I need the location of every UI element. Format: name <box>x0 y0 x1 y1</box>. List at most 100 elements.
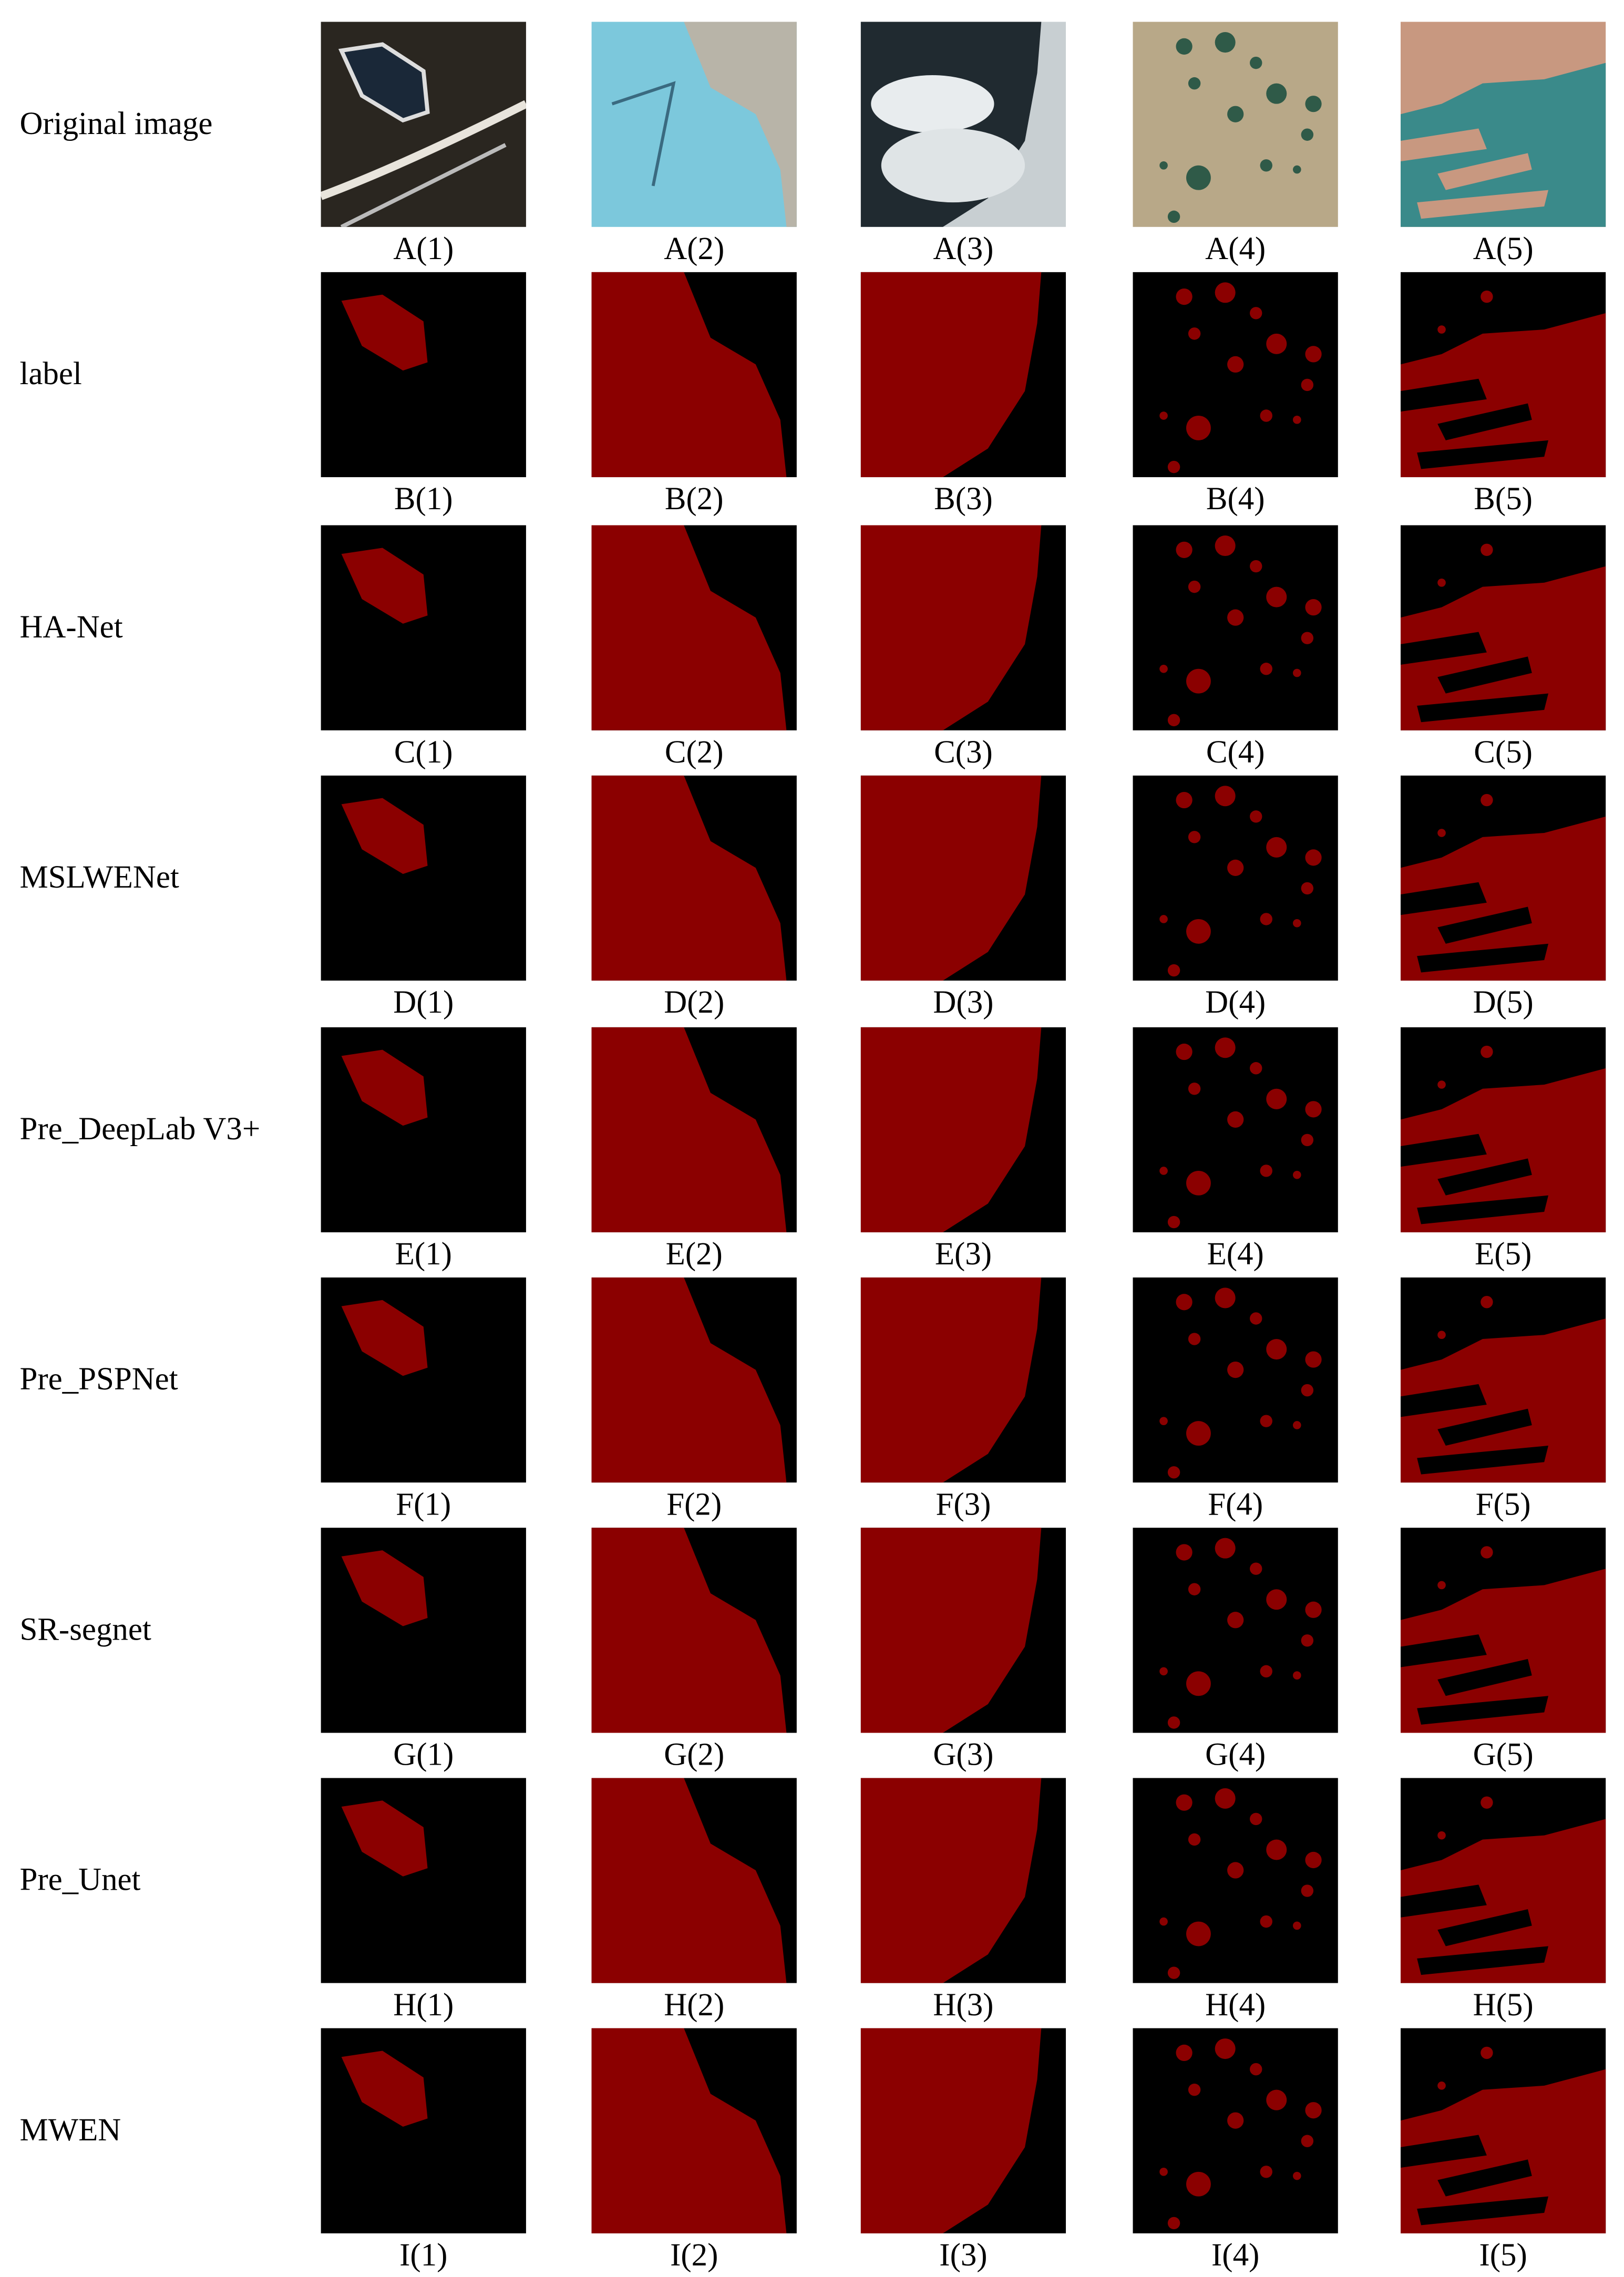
segmentation-mask <box>591 272 797 478</box>
image-caption: B(1) <box>394 481 453 517</box>
segmentation-mask <box>321 2028 526 2233</box>
image-caption: A(3) <box>933 231 993 266</box>
image-caption: F(5) <box>1476 1487 1531 1522</box>
segmentation-mask <box>860 1277 1066 1483</box>
segmentation-mask <box>321 1277 526 1483</box>
image-caption: G(1) <box>393 1737 454 1773</box>
segmentation-mask <box>591 1528 797 1733</box>
row-label: MWEN <box>19 2113 121 2148</box>
row-label: Pre_DeepLab V3+ <box>19 1111 260 1147</box>
segmentation-mask <box>321 272 526 478</box>
image-caption: B(5) <box>1474 481 1533 517</box>
segmentation-mask <box>1400 775 1606 981</box>
image-caption: I(2) <box>670 2238 718 2273</box>
segmentation-mask <box>1133 272 1338 478</box>
image-caption: I(4) <box>1211 2238 1259 2273</box>
image-caption: A(5) <box>1473 231 1534 266</box>
image-caption: F(3) <box>936 1487 991 1522</box>
image-caption: D(3) <box>933 985 993 1020</box>
image-caption: E(2) <box>666 1237 723 1272</box>
image-caption: A(1) <box>393 231 454 266</box>
original-image <box>1400 22 1606 227</box>
image-caption: G(2) <box>664 1737 724 1773</box>
image-caption: G(4) <box>1205 1737 1266 1773</box>
segmentation-mask <box>1133 1277 1338 1483</box>
segmentation-mask <box>321 1027 526 1233</box>
segmentation-mask <box>321 1528 526 1733</box>
segmentation-mask <box>860 2028 1066 2233</box>
segmentation-mask <box>1133 525 1338 730</box>
original-image <box>321 22 526 227</box>
image-caption: C(2) <box>665 735 724 770</box>
image-caption: E(4) <box>1207 1237 1264 1272</box>
image-caption: I(3) <box>939 2238 987 2273</box>
segmentation-mask <box>591 1778 797 1983</box>
image-caption: I(5) <box>1479 2238 1527 2273</box>
image-caption: A(4) <box>1205 231 1266 266</box>
image-caption: F(2) <box>666 1487 722 1522</box>
row-label: Original image <box>19 106 212 141</box>
segmentation-mask <box>591 2028 797 2233</box>
segmentation-mask <box>1400 525 1606 730</box>
segmentation-mask <box>1133 775 1338 981</box>
segmentation-mask <box>1133 1027 1338 1233</box>
image-caption: C(4) <box>1206 735 1265 770</box>
image-caption: D(5) <box>1473 985 1534 1020</box>
image-caption: D(1) <box>393 985 454 1020</box>
segmentation-mask <box>321 1778 526 1983</box>
image-caption: C(1) <box>394 735 453 770</box>
segmentation-mask <box>860 775 1066 981</box>
segmentation-mask <box>860 525 1066 730</box>
image-caption: G(5) <box>1473 1737 1534 1773</box>
segmentation-mask <box>1133 1778 1338 1983</box>
segmentation-mask <box>1400 2028 1606 2233</box>
segmentation-mask <box>591 775 797 981</box>
image-caption: D(4) <box>1205 985 1266 1020</box>
segmentation-mask <box>1133 2028 1338 2233</box>
image-caption: G(3) <box>933 1737 993 1773</box>
segmentation-mask <box>1400 272 1606 478</box>
segmentation-mask <box>1400 1528 1606 1733</box>
row-label: label <box>19 356 81 391</box>
original-image <box>592 22 797 227</box>
segmentation-mask <box>321 525 526 730</box>
segmentation-mask <box>1133 1528 1338 1733</box>
image-caption: E(5) <box>1475 1237 1532 1272</box>
segmentation-mask <box>1400 1778 1606 1983</box>
segmentation-mask <box>591 1027 797 1233</box>
image-caption: H(4) <box>1205 1987 1266 2023</box>
segmentation-mask <box>860 1528 1066 1733</box>
row-label: Pre_PSPNet <box>19 1362 178 1397</box>
original-image <box>1133 22 1338 227</box>
row-label: Pre_Unet <box>19 1862 140 1898</box>
image-caption: F(1) <box>396 1487 451 1522</box>
segmentation-mask <box>321 775 526 981</box>
image-caption: H(1) <box>393 1987 454 2023</box>
image-caption: H(3) <box>933 1987 993 2023</box>
image-caption: B(4) <box>1206 481 1265 517</box>
image-caption: F(4) <box>1208 1487 1263 1522</box>
original-image <box>860 22 1066 227</box>
image-caption: B(2) <box>665 481 724 517</box>
segmentation-mask <box>591 525 797 730</box>
image-caption: E(3) <box>935 1237 992 1272</box>
image-caption: D(2) <box>664 985 724 1020</box>
segmentation-mask <box>1400 1277 1606 1483</box>
image-caption: H(5) <box>1473 1987 1534 2023</box>
image-caption: I(1) <box>399 2238 447 2273</box>
image-caption: A(2) <box>664 231 724 266</box>
segmentation-mask <box>860 1778 1066 1983</box>
image-caption: H(2) <box>664 1987 724 2023</box>
row-label: HA-Net <box>19 610 122 645</box>
image-caption: C(5) <box>1474 735 1533 770</box>
segmentation-mask <box>860 1027 1066 1233</box>
image-caption: C(3) <box>934 735 993 770</box>
image-caption: E(1) <box>395 1237 452 1272</box>
segmentation-mask <box>591 1277 797 1483</box>
segmentation-mask <box>860 272 1066 478</box>
row-label: MSLWENet <box>19 860 179 895</box>
image-caption: B(3) <box>934 481 993 517</box>
segmentation-mask <box>1400 1027 1606 1233</box>
